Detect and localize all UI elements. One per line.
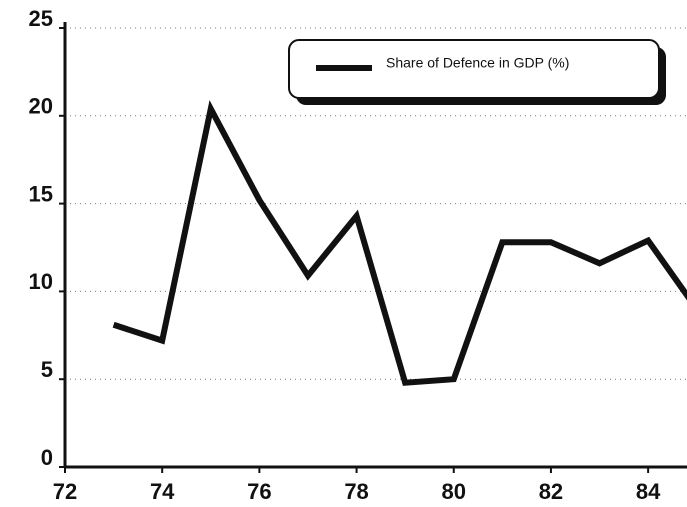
x-tick-label: 76: [247, 479, 271, 504]
y-tick-label: 10: [29, 269, 53, 294]
legend-label: Share of Defence in GDP (%): [386, 55, 569, 71]
y-tick-label: 25: [29, 6, 53, 31]
data-line: [112, 100, 687, 386]
y-tick-label: 5: [41, 357, 53, 382]
y-tick-label: 0: [41, 445, 53, 470]
y-tick-label: 15: [29, 181, 53, 206]
x-tick-label: 78: [344, 479, 368, 504]
x-tick-label: 84: [636, 479, 661, 504]
x-tick-label: 82: [539, 479, 563, 504]
y-tick-label: 20: [29, 94, 53, 119]
x-tick-label: 74: [150, 479, 175, 504]
x-tick-label: 72: [53, 479, 77, 504]
legend-box: [288, 39, 660, 99]
x-tick-label: 80: [442, 479, 466, 504]
